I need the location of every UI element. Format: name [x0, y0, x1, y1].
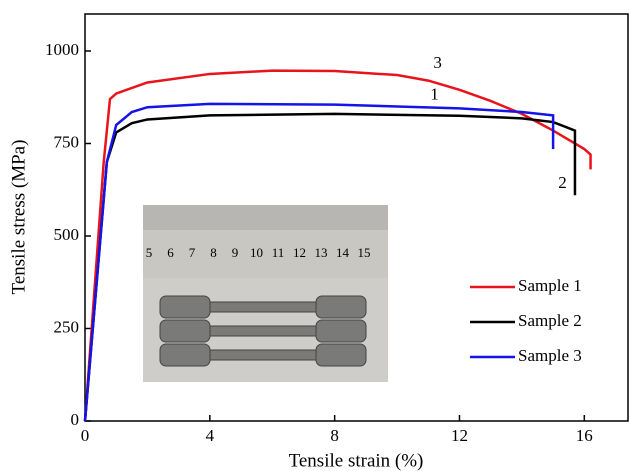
annotation: 3: [433, 53, 442, 72]
x-tick-label: 8: [330, 426, 339, 445]
ruler-label: 9: [232, 245, 239, 260]
specimen-grip: [315, 343, 367, 367]
ruler-label: 10: [250, 245, 263, 260]
ruler-label: 8: [210, 245, 217, 260]
ruler-label: 6: [167, 245, 174, 260]
data-line: [83, 102, 555, 422]
x-axis-label: Tensile strain (%): [289, 450, 424, 471]
ruler-label: 5: [146, 245, 153, 260]
x-tick-label: 4: [206, 426, 215, 445]
ruler-label: 15: [358, 245, 371, 260]
plot-frame: [84, 13, 629, 422]
x-tick-label: 16: [576, 426, 593, 445]
data-line: [83, 69, 592, 422]
specimen-grip: [159, 295, 211, 319]
y-tick-label: 0: [71, 410, 80, 429]
y-tick-label: 1000: [45, 40, 79, 59]
annotation: 2: [558, 173, 567, 192]
data-line: [83, 112, 577, 422]
ruler-label: 7: [189, 245, 196, 260]
specimen-grip: [159, 343, 211, 367]
y-tick-label: 500: [54, 225, 80, 244]
x-tick-label: 0: [81, 426, 90, 445]
y-tick-label: 750: [54, 132, 80, 151]
ruler-label: 14: [336, 245, 350, 260]
specimen-gauge: [209, 325, 321, 337]
x-tick-label: 12: [451, 426, 468, 445]
legend-label: Sample 1: [518, 276, 582, 295]
specimen-gauge: [209, 301, 321, 313]
specimen-grip: [315, 319, 367, 343]
ruler-label: 12: [293, 245, 306, 260]
ruler-label: 11: [272, 245, 285, 260]
annotation: 1: [430, 84, 439, 103]
inset-photo: [143, 205, 388, 382]
y-axis-label: Tensile stress (MPa): [8, 140, 29, 295]
specimen-gauge: [209, 349, 321, 361]
specimen-grip: [315, 295, 367, 319]
ruler: [143, 230, 388, 278]
ruler-label: 13: [315, 245, 328, 260]
y-tick-label: 250: [54, 317, 80, 336]
specimen-grip: [159, 319, 211, 343]
legend-label: Sample 2: [518, 311, 582, 330]
legend-label: Sample 3: [518, 346, 582, 365]
